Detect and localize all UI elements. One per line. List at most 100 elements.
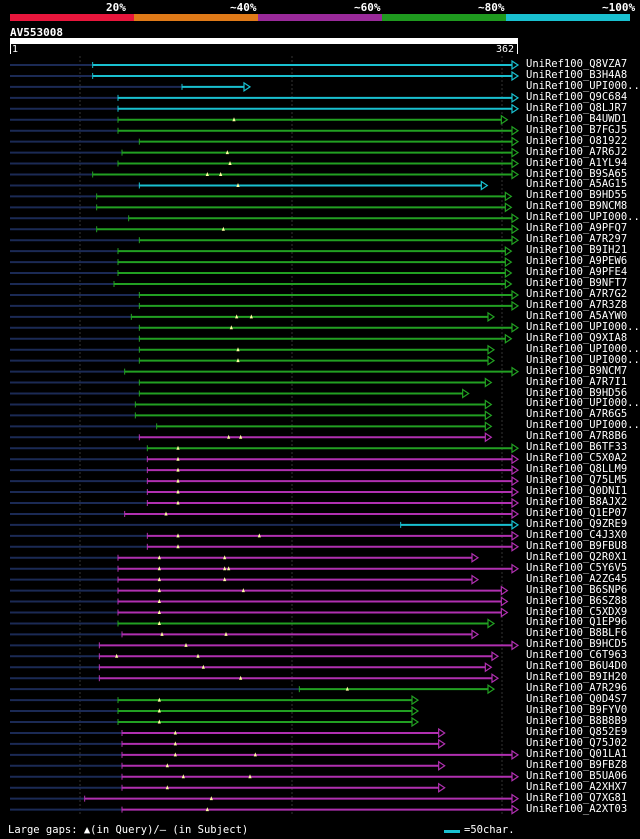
query-gap-marker	[176, 467, 180, 472]
hit-arrow-head	[504, 278, 513, 290]
hit-name-link[interactable]: UniRef100_A9PFQ7	[526, 222, 628, 235]
hit-name-link[interactable]: UniRef100_C4J3X0	[526, 528, 628, 541]
hit-name-link[interactable]: UniRef100_Q9ZRE9	[526, 517, 628, 530]
query-gap-marker	[115, 653, 119, 658]
hit-arrow-head	[487, 344, 496, 355]
hit-name-link[interactable]: UniRef100_A7R3Z8	[526, 298, 628, 311]
hit-name-link[interactable]: UniRef100_UPI000..	[526, 211, 640, 224]
hit-name-link[interactable]: UniRef100_B8BLF6	[526, 627, 628, 640]
hit-name-link[interactable]: UniRef100_Q9XIA8	[526, 331, 628, 344]
scale-key-label: =50char.	[464, 824, 515, 836]
hit-name-link[interactable]: UniRef100_B8B8B9	[526, 715, 628, 727]
hit-name-link[interactable]: UniRef100_Q1EP07	[526, 506, 628, 519]
hit-name-link[interactable]: UniRef100_Q1EP96	[526, 616, 628, 629]
hit-name-link[interactable]: UniRef100_Q0DNI1	[526, 485, 628, 498]
hit-name-link[interactable]: UniRef100_UPI000..	[526, 419, 640, 432]
hit-name-link[interactable]: UniRef100_A7R7I1	[526, 375, 628, 388]
hit-name-link[interactable]: UniRef100_A9PFE4	[526, 266, 628, 279]
legend-segment	[10, 14, 134, 21]
hit-name-link[interactable]: UniRef100_A2XT03	[526, 802, 628, 815]
hit-arrow-head	[487, 311, 496, 322]
hit-name-link[interactable]: UniRef100_A2ZG45	[526, 572, 628, 585]
hit-name-link[interactable]: UniRef100_B8AJX2	[526, 496, 628, 508]
hit-name-link[interactable]: UniRef100_Q8LLM9	[526, 463, 628, 476]
query-gap-marker	[223, 566, 227, 571]
hit-name-link[interactable]: UniRef100_C5XDX9	[526, 605, 628, 618]
hit-arrow-head	[511, 136, 520, 147]
hit-name-link[interactable]: UniRef100_UPI000..	[526, 397, 640, 410]
hit-name-link[interactable]: UniRef100_B9SA65	[526, 167, 628, 180]
hit-arrow-head	[438, 782, 446, 793]
query-gap-marker	[227, 434, 231, 439]
hit-name-link[interactable]: UniRef100_O81922	[526, 134, 628, 147]
hit-name-link[interactable]: UniRef100_A5AYW0	[526, 309, 628, 322]
query-gap-marker	[157, 719, 161, 724]
hit-name-link[interactable]: UniRef100_Q8LJR7	[526, 101, 628, 114]
hit-name-link[interactable]: UniRef100_A5AG15	[526, 178, 628, 191]
hit-name-link[interactable]: UniRef100_UPI000..	[526, 353, 640, 366]
hit-name-link[interactable]: UniRef100_B5UA06	[526, 769, 628, 782]
hit-name-link[interactable]: UniRef100_B3H4A8	[526, 68, 628, 81]
hit-name-link[interactable]: UniRef100_A2XHX7	[526, 780, 628, 793]
hit-arrow-head	[487, 355, 496, 366]
hit-name-link[interactable]: UniRef100_B6TF33	[526, 441, 628, 454]
hit-name-link[interactable]: UniRef100_UPI000..	[526, 79, 640, 92]
hit-arrow-head	[484, 410, 493, 421]
hit-name-link[interactable]: UniRef100_Q0D4S7	[526, 693, 628, 706]
hit-name-link[interactable]: UniRef100_A7R297	[526, 233, 628, 246]
hit-name-link[interactable]: UniRef100_Q01LA1	[526, 747, 628, 760]
query-gap-marker	[165, 785, 169, 790]
hit-name-link[interactable]: UniRef100_B9HD56	[526, 386, 628, 399]
hit-name-link[interactable]: UniRef100_Q8VZA7	[526, 58, 628, 70]
hit-name-link[interactable]: UniRef100_B9HD55	[526, 189, 628, 202]
hit-name-link[interactable]: UniRef100_B6SNP6	[526, 583, 628, 596]
hit-name-link[interactable]: UniRef100_Q9C684	[526, 90, 628, 103]
hit-name-link[interactable]: UniRef100_B4UWD1	[526, 112, 628, 125]
hit-name-link[interactable]: UniRef100_A7R8B6	[526, 430, 628, 443]
hit-name-link[interactable]: UniRef100_Q2R0X1	[526, 550, 628, 563]
query-gap-marker	[236, 347, 240, 352]
hit-arrow-head	[471, 629, 480, 640]
hit-name-link[interactable]: UniRef100_C6T963	[526, 649, 628, 662]
hit-arrow-head	[484, 662, 493, 673]
hit-name-link[interactable]: UniRef100_B9FYV0	[526, 704, 628, 717]
query-gap-marker	[176, 544, 180, 549]
hit-name-link[interactable]: UniRef100_Q75LM5	[526, 474, 628, 487]
hit-name-link[interactable]: UniRef100_B9FBZ8	[526, 758, 628, 771]
hit-name-link[interactable]: UniRef100_A7R7G2	[526, 287, 628, 300]
hit-arrow-head	[500, 607, 509, 618]
hit-name-link[interactable]: UniRef100_B9NCM8	[526, 200, 628, 213]
hit-name-link[interactable]: UniRef100_B9HCD5	[526, 638, 628, 651]
hit-name-link[interactable]: UniRef100_C5Y6V5	[526, 561, 628, 574]
hit-name-link[interactable]: UniRef100_Q7XG81	[526, 791, 628, 804]
hit-name-link[interactable]: UniRef100_A1YL94	[526, 156, 628, 169]
query-gap-marker	[157, 599, 161, 604]
hit-name-link[interactable]: UniRef100_B7FGJ5	[526, 123, 628, 136]
hit-name-link[interactable]: UniRef100_A7R6J2	[526, 145, 628, 158]
hit-name-link[interactable]: UniRef100_B9IH21	[526, 244, 628, 257]
hit-name-link[interactable]: UniRef100_B9NFT7	[526, 277, 628, 289]
hit-arrow-head	[511, 508, 520, 520]
hit-name-link[interactable]: UniRef100_A9PEW6	[526, 255, 628, 268]
hit-name-link[interactable]: UniRef100_A7R6G5	[526, 408, 628, 421]
hit-name-link[interactable]: UniRef100_B9FBU8	[526, 539, 628, 552]
hit-arrow-head	[504, 246, 513, 257]
hit-name-link[interactable]: UniRef100_B9IH20	[526, 671, 628, 684]
hit-name-link[interactable]: UniRef100_UPI000..	[526, 320, 640, 333]
hit-name-link[interactable]: UniRef100_B6U4D0	[526, 660, 628, 673]
hit-name-link[interactable]: UniRef100_Q75J02	[526, 736, 628, 749]
hit-name-link[interactable]: UniRef100_B6SZ88	[526, 594, 628, 607]
gap-legend-text: Large gaps: ▲(in Query)/– (in Subject)	[8, 824, 249, 836]
query-gap-marker	[157, 697, 161, 702]
hit-arrow-head	[511, 213, 520, 224]
legend-segment	[506, 14, 630, 21]
hit-name-link[interactable]: UniRef100_Q852E9	[526, 725, 628, 738]
legend-label: ~40%	[230, 1, 257, 14]
query-gap-marker	[229, 325, 233, 330]
hit-arrow-head	[511, 322, 520, 333]
hit-name-link[interactable]: UniRef100_B9NCM7	[526, 364, 628, 377]
hit-name-link[interactable]: UniRef100_C5X0A2	[526, 452, 628, 465]
query-gap-marker	[232, 117, 236, 122]
hit-name-link[interactable]: UniRef100_A7R296	[526, 682, 628, 695]
hit-name-link[interactable]: UniRef100_UPI000..	[526, 342, 640, 355]
